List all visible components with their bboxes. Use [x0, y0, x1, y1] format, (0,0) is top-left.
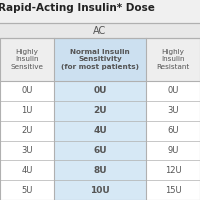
Bar: [0, 38, 54, 81]
Bar: [54, 81, 146, 101]
Bar: [54, 101, 146, 121]
Bar: [54, 160, 146, 180]
Text: Rapid-Acting Insulin* Dose: Rapid-Acting Insulin* Dose: [0, 3, 155, 13]
Text: 0U: 0U: [93, 86, 107, 95]
Bar: [54, 121, 146, 140]
Bar: [0, 23, 200, 38]
Text: 8U: 8U: [93, 166, 107, 175]
Bar: [0, 101, 200, 121]
Text: 6U: 6U: [167, 126, 179, 135]
Bar: [146, 38, 200, 81]
Bar: [0, 160, 200, 180]
Bar: [0, 38, 200, 200]
Text: Normal Insulin
Sensitivity
(for most patients): Normal Insulin Sensitivity (for most pat…: [61, 49, 139, 70]
Text: 9U: 9U: [167, 146, 179, 155]
Bar: [0, 180, 200, 200]
Text: AC: AC: [93, 25, 107, 36]
Text: 15U: 15U: [165, 186, 181, 195]
Text: 6U: 6U: [93, 146, 107, 155]
Bar: [54, 140, 146, 160]
Bar: [0, 81, 200, 101]
Text: 12U: 12U: [165, 166, 181, 175]
Text: 3U: 3U: [167, 106, 179, 115]
Bar: [54, 38, 146, 81]
Bar: [0, 140, 200, 160]
Text: 2U: 2U: [93, 106, 107, 115]
Bar: [54, 180, 146, 200]
Bar: [0, 121, 200, 140]
Text: 2U: 2U: [21, 126, 33, 135]
Text: 4U: 4U: [93, 126, 107, 135]
Text: Highly
Insulin
Sensitive: Highly Insulin Sensitive: [10, 49, 44, 70]
Text: 3U: 3U: [21, 146, 33, 155]
Bar: [0, 0, 200, 23]
Text: Highly
Insulin
Resistant: Highly Insulin Resistant: [156, 49, 190, 70]
Text: 1U: 1U: [21, 106, 33, 115]
Text: 4U: 4U: [21, 166, 33, 175]
Text: 5U: 5U: [21, 186, 33, 195]
Text: 10U: 10U: [90, 186, 110, 195]
Text: 0U: 0U: [167, 86, 179, 95]
Text: 0U: 0U: [21, 86, 33, 95]
